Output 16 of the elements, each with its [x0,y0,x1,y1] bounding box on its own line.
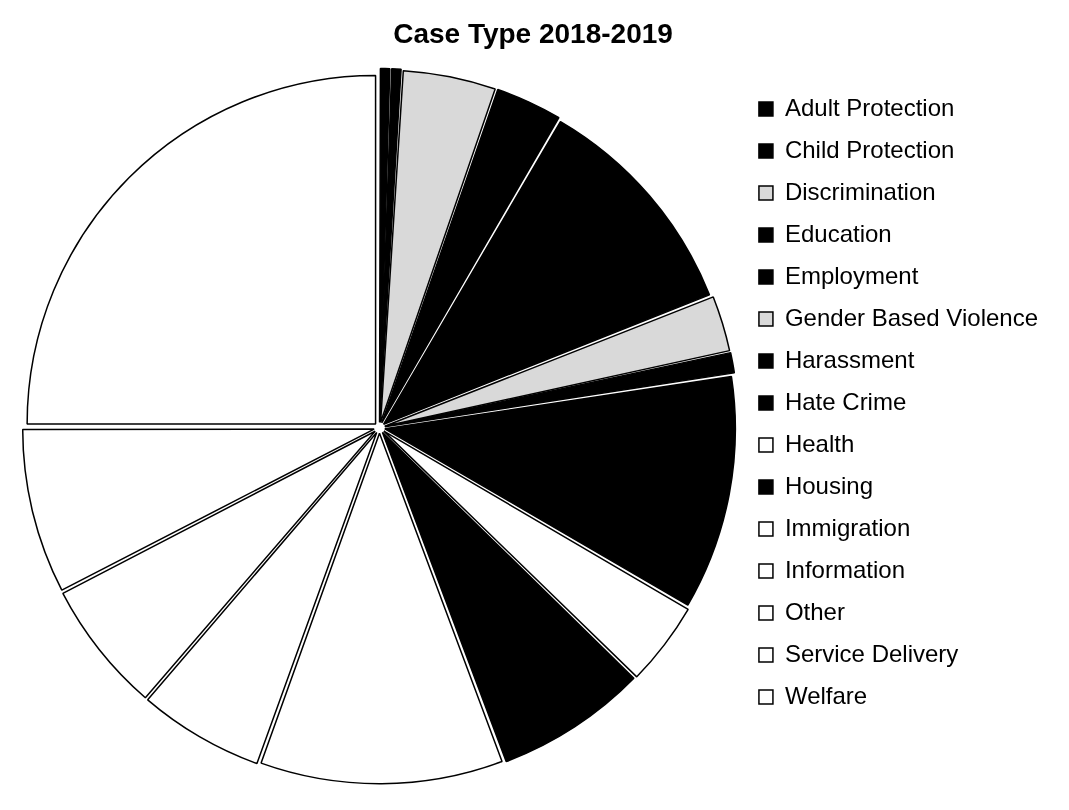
legend-label: Information [784,555,905,583]
legend-label: Gender Based Violence [784,303,1039,331]
legend-label: Hate Crime [784,387,907,415]
legend-label: Education [784,219,892,247]
legend-label: Immigration [784,513,911,541]
chart-title: Case Type 2018-2019 [393,17,673,49]
legend-label: Adult Protection [784,93,955,121]
legend-label: Other [784,597,845,625]
legend-label: Service Delivery [784,639,959,667]
legend-label: Welfare [784,681,868,709]
legend-label: Discrimination [784,177,936,205]
legend-label: Health [784,429,855,457]
legend-label: Harassment [784,345,915,373]
legend-label: Housing [784,471,873,499]
legend-label: Child Protection [784,135,955,163]
legend-label: Employment [784,261,919,289]
